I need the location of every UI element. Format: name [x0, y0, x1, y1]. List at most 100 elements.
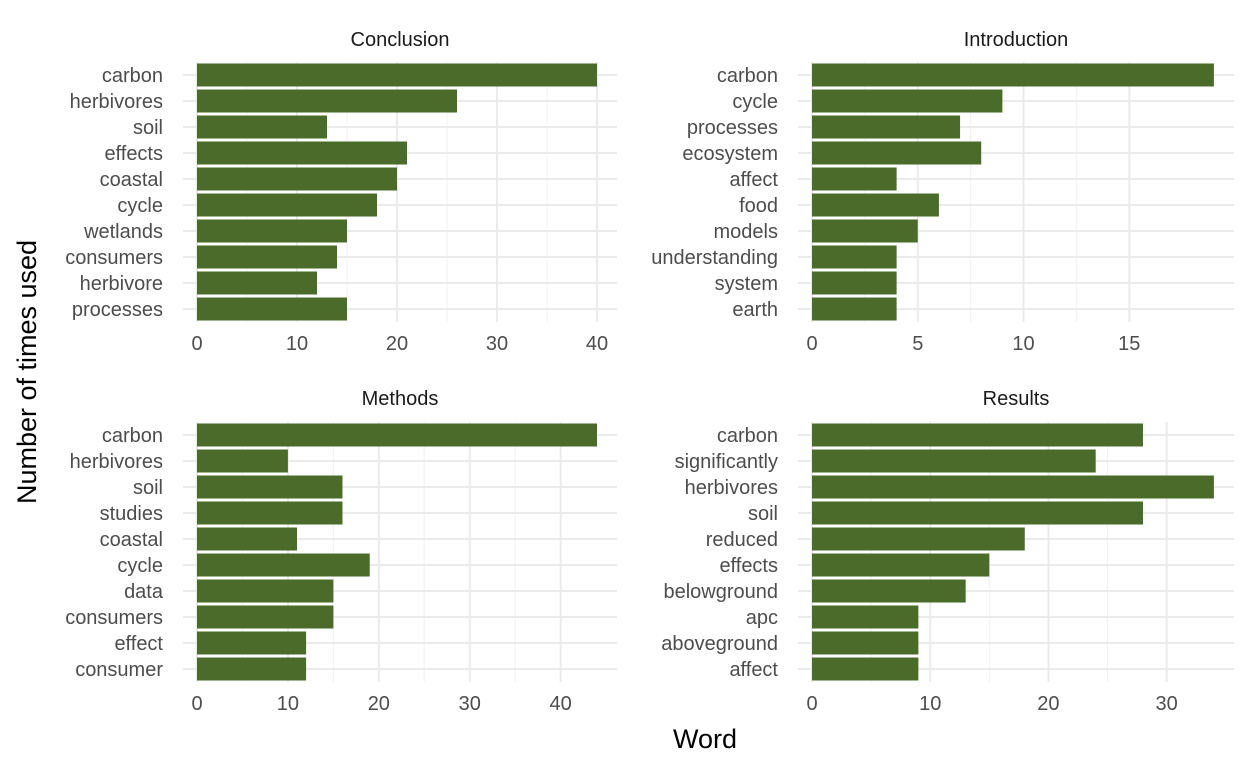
bar [812, 553, 990, 577]
bar [812, 297, 897, 321]
bar [812, 89, 1003, 113]
bar [812, 579, 966, 603]
category-label: herbivore [80, 273, 163, 295]
bar [812, 245, 897, 269]
bar [812, 219, 918, 243]
facets-layer: Conclusion carbon herbivores soil effects coa… [65, 29, 1234, 715]
facet-panel-introduction: Introduction carbon cycle processes ecosyste… [651, 29, 1234, 355]
bar [197, 219, 347, 243]
bar [197, 579, 334, 603]
bar [812, 167, 897, 191]
category-label: understanding [651, 247, 778, 269]
facet-title: Conclusion [351, 29, 450, 51]
facet-panel-methods: Methods carbon herbivores soil studies coasta… [65, 388, 617, 715]
category-label: processes [687, 117, 778, 139]
category-label: coastal [100, 529, 163, 551]
category-label: earth [732, 299, 778, 321]
bar [197, 193, 377, 217]
bar [197, 297, 347, 321]
bar [197, 475, 343, 499]
bar [197, 527, 297, 551]
bar [197, 245, 337, 269]
bar [812, 527, 1025, 551]
tick-label: 0 [191, 693, 202, 715]
facet-panel-results: Results carbon significantly herbivores soil… [661, 388, 1234, 715]
category-label: significantly [675, 451, 778, 473]
category-label: reduced [706, 529, 778, 551]
tick-label: 40 [586, 333, 608, 355]
bar [197, 89, 457, 113]
bar [812, 423, 1143, 447]
category-label: affect [729, 659, 778, 681]
category-label: carbon [717, 425, 778, 447]
category-label: cycle [117, 555, 163, 577]
category-label: effect [114, 633, 163, 655]
tick-label: 0 [806, 333, 817, 355]
category-label: affect [729, 169, 778, 191]
category-label: consumers [65, 247, 163, 269]
bar [812, 475, 1214, 499]
category-label: processes [72, 299, 163, 321]
bar [197, 657, 307, 681]
tick-label: 0 [191, 333, 202, 355]
category-label: effects [719, 555, 778, 577]
bar [812, 449, 1096, 473]
bar [812, 141, 982, 165]
bar [197, 167, 397, 191]
category-label: consumers [65, 607, 163, 629]
bar [197, 605, 334, 629]
category-label: consumer [75, 659, 163, 681]
bar [812, 193, 939, 217]
bar [812, 631, 919, 655]
category-label: carbon [717, 65, 778, 87]
bar [197, 115, 327, 139]
category-label: cycle [117, 195, 163, 217]
category-label: aboveground [661, 633, 778, 655]
tick-label: 20 [386, 333, 408, 355]
facet-title: Results [983, 388, 1050, 410]
tick-label: 15 [1118, 333, 1140, 355]
category-label: models [714, 221, 778, 243]
category-label: soil [133, 117, 163, 139]
tick-label: 10 [277, 693, 299, 715]
category-label: belowground [663, 581, 778, 603]
bar [812, 271, 897, 295]
category-label: data [124, 581, 164, 603]
category-label: soil [133, 477, 163, 499]
tick-label: 10 [1012, 333, 1034, 355]
category-label: ecosystem [682, 143, 778, 165]
bar [197, 449, 288, 473]
tick-label: 40 [550, 693, 572, 715]
category-label: carbon [102, 425, 163, 447]
facet-title: Methods [362, 388, 439, 410]
category-label: soil [748, 503, 778, 525]
category-label: wetlands [83, 221, 163, 243]
bar [812, 605, 919, 629]
bar [812, 115, 961, 139]
bar [197, 553, 370, 577]
x-axis-title: Word [673, 724, 737, 754]
category-label: cycle [732, 91, 778, 113]
facet-title: Introduction [964, 29, 1069, 51]
tick-label: 30 [486, 333, 508, 355]
tick-label: 10 [286, 333, 308, 355]
facet-panel-conclusion: Conclusion carbon herbivores soil effects coa… [65, 29, 617, 355]
category-label: studies [100, 503, 163, 525]
category-label: coastal [100, 169, 163, 191]
category-label: carbon [102, 65, 163, 87]
tick-label: 30 [459, 693, 481, 715]
bar [197, 63, 597, 87]
category-label: herbivores [685, 477, 778, 499]
tick-label: 30 [1155, 693, 1177, 715]
category-label: herbivores [70, 91, 163, 113]
y-axis-title: Number of times used [12, 240, 42, 504]
bar [812, 501, 1143, 525]
tick-label: 20 [1037, 693, 1059, 715]
category-label: effects [104, 143, 163, 165]
bar [812, 63, 1214, 87]
bar [197, 423, 597, 447]
category-label: apc [746, 607, 778, 629]
bar [197, 271, 317, 295]
tick-label: 10 [919, 693, 941, 715]
category-label: food [739, 195, 778, 217]
